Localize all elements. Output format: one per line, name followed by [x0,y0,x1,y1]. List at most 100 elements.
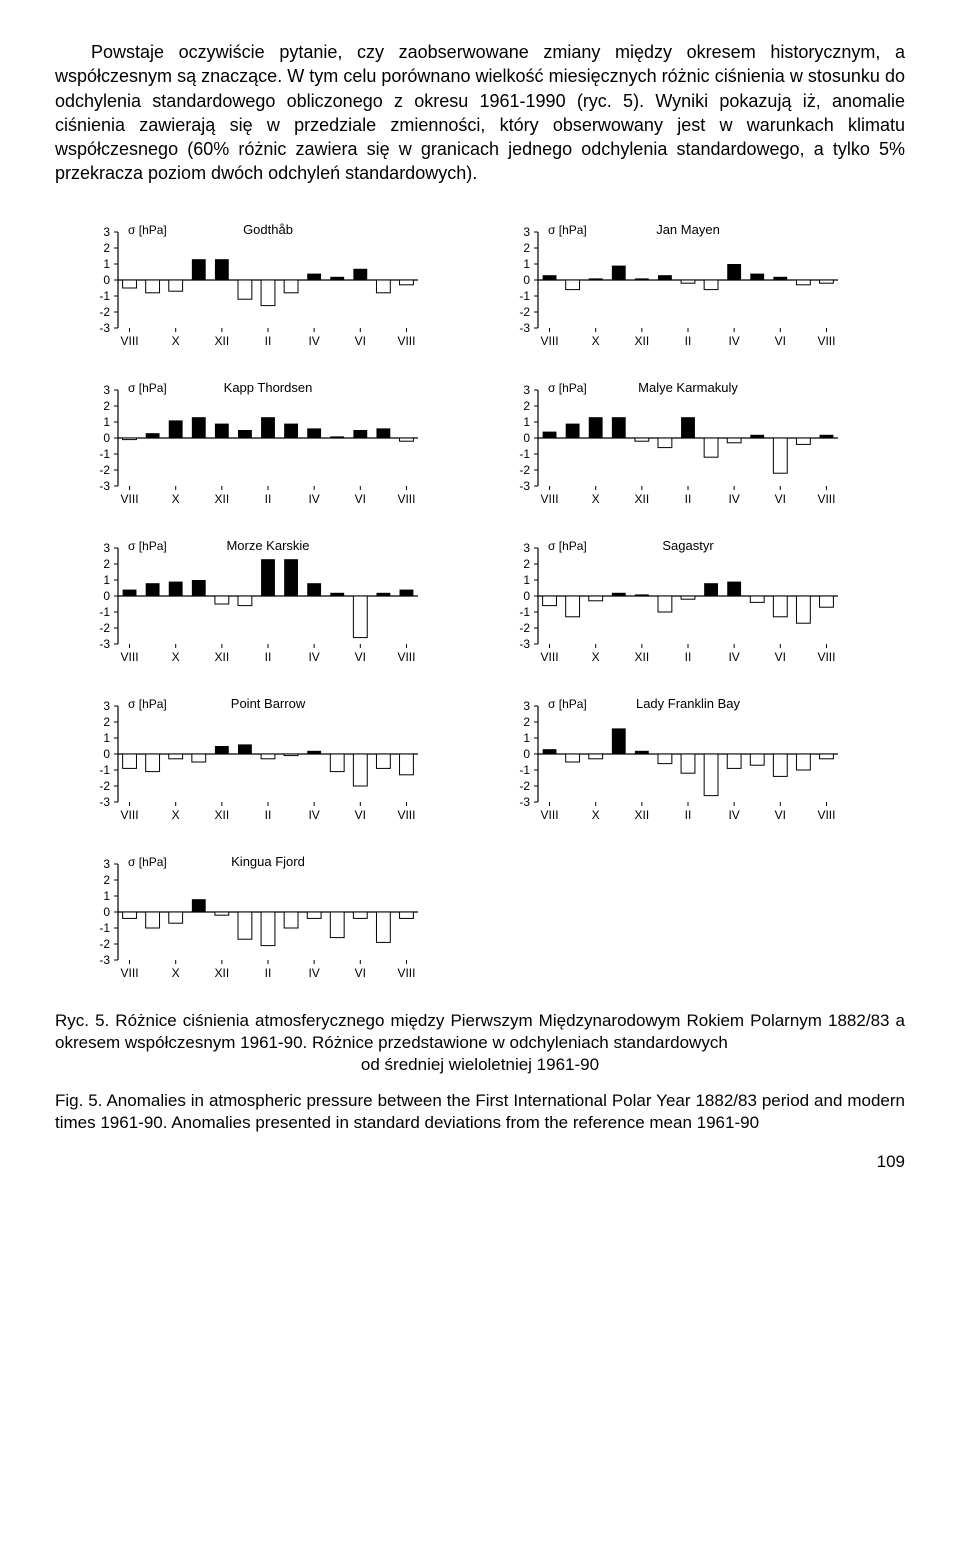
bar [543,749,557,754]
svg-text:-3: -3 [99,953,110,967]
bar [376,754,390,768]
bar [215,596,229,604]
svg-text:-1: -1 [519,605,530,619]
charts-grid: 3210-1-2-3σ [hPa]GodthåbVIIIXXIIIIIVVIVI… [80,210,880,982]
bar [566,754,580,762]
svg-text:VIII: VIII [541,334,559,348]
svg-text:3: 3 [523,225,530,239]
bar [353,269,367,280]
svg-text:Lady Franklin Bay: Lady Franklin Bay [636,696,741,711]
svg-text:-3: -3 [99,479,110,493]
bar [376,280,390,293]
svg-text:X: X [172,492,180,506]
bar [261,559,275,596]
svg-text:2: 2 [103,399,110,413]
bar [820,596,834,607]
page-number: 109 [55,1152,905,1172]
chart-cell: 3210-1-2-3σ [hPa]Kingua FjordVIIIXXIIIII… [80,842,460,982]
svg-text:IV: IV [308,334,319,348]
svg-text:VI: VI [775,492,786,506]
svg-text:2: 2 [523,557,530,571]
bar [284,423,298,437]
svg-text:σ [hPa]: σ [hPa] [128,539,167,553]
bar [612,417,626,438]
svg-text:VI: VI [355,492,366,506]
bar [215,912,229,915]
bar [353,912,367,918]
svg-text:VIII: VIII [397,808,415,822]
svg-text:3: 3 [103,699,110,713]
bar [566,596,580,617]
bar [750,435,764,438]
svg-text:-3: -3 [519,479,530,493]
svg-text:II: II [265,808,272,822]
svg-text:-2: -2 [99,779,110,793]
svg-text:1: 1 [523,573,530,587]
svg-text:3: 3 [103,383,110,397]
chart-cell: 3210-1-2-3σ [hPa]Point BarrowVIIIXXIIIII… [80,684,460,824]
bar [169,754,183,759]
bar [169,581,183,595]
bar [215,259,229,280]
bar-chart: 3210-1-2-3σ [hPa]Kingua FjordVIIIXXIIIII… [80,842,440,982]
svg-text:VIII: VIII [397,966,415,980]
bar [123,754,137,768]
svg-text:VIII: VIII [541,650,559,664]
svg-text:2: 2 [103,715,110,729]
svg-text:Godthåb: Godthåb [243,222,293,237]
bar [307,912,321,918]
bar [123,438,137,440]
bar [307,428,321,438]
svg-text:VIII: VIII [121,650,139,664]
bar [773,277,787,280]
svg-text:-3: -3 [99,321,110,335]
svg-text:VIII: VIII [541,492,559,506]
svg-text:IV: IV [728,650,739,664]
bar [635,278,649,280]
bar [400,438,414,441]
bar-chart: 3210-1-2-3σ [hPa]Lady Franklin BayVIIIXX… [500,684,860,824]
caption-pl-center: od średniej wieloletniej 1961-90 [55,1054,905,1076]
svg-text:X: X [592,334,600,348]
bar [681,596,695,599]
chart-cell: 3210-1-2-3σ [hPa]GodthåbVIIIXXIIIIIVVIVI… [80,210,460,350]
svg-text:X: X [592,650,600,664]
bar [820,280,834,283]
svg-text:X: X [592,808,600,822]
svg-text:VI: VI [775,334,786,348]
bar [681,417,695,438]
bar [307,583,321,596]
bar [284,559,298,596]
bar [750,273,764,279]
svg-text:VIII: VIII [397,650,415,664]
svg-text:X: X [172,650,180,664]
svg-text:XII: XII [635,334,650,348]
svg-text:-2: -2 [99,305,110,319]
svg-text:VI: VI [355,808,366,822]
svg-text:XII: XII [215,966,230,980]
svg-text:3: 3 [523,541,530,555]
svg-text:-2: -2 [99,937,110,951]
bar-chart: 3210-1-2-3σ [hPa]SagastyrVIIIXXIIIIIVVIV… [500,526,860,666]
svg-text:II: II [265,966,272,980]
bar [796,280,810,285]
svg-text:-1: -1 [99,447,110,461]
svg-text:2: 2 [103,873,110,887]
svg-text:-1: -1 [519,763,530,777]
svg-text:XII: XII [215,492,230,506]
bar [796,438,810,444]
svg-text:Kingua Fjord: Kingua Fjord [231,854,305,869]
svg-text:X: X [172,334,180,348]
svg-text:2: 2 [103,241,110,255]
bar [238,596,252,606]
bar [146,912,160,928]
bar [146,583,160,596]
bar [589,278,603,280]
svg-text:0: 0 [103,273,110,287]
svg-text:IV: IV [308,650,319,664]
svg-text:Sagastyr: Sagastyr [662,538,714,553]
bar [612,593,626,596]
bar [400,912,414,918]
svg-text:-2: -2 [519,779,530,793]
bar [215,746,229,754]
